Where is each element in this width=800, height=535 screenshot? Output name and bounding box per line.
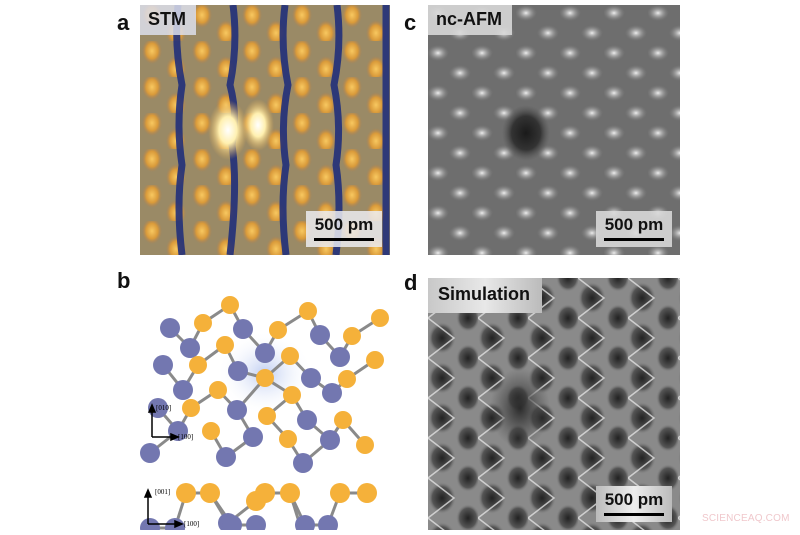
axis-arrows-top-view bbox=[147, 403, 180, 442]
crystal-structure-svg bbox=[140, 296, 389, 535]
panel-letter-c: c bbox=[404, 10, 417, 35]
panel-letter-d: d bbox=[404, 270, 418, 295]
stm-scale-bar: 500 pm bbox=[306, 211, 382, 247]
stm-image-panel: STM 500 pm bbox=[140, 5, 390, 255]
scale-bar-line bbox=[314, 238, 374, 241]
axis-label-001: [001] bbox=[155, 488, 171, 496]
axis-label-010: [010] bbox=[156, 404, 172, 412]
scale-bar-line bbox=[604, 238, 664, 241]
simulation-image-panel: Simulation 500 pm bbox=[428, 278, 680, 530]
nc-afm-label: nc-AFM bbox=[428, 5, 512, 35]
nc-afm-scale-bar: 500 pm bbox=[596, 211, 672, 247]
crystal-structure-diagram: [010] [100] [001] [100] bbox=[140, 275, 410, 535]
simulation-scale-bar: 500 pm bbox=[596, 486, 672, 522]
scale-bar-label: 500 pm bbox=[604, 215, 664, 234]
panel-letter-b: b bbox=[117, 268, 131, 293]
scale-bar-line bbox=[604, 513, 664, 516]
axis-label-100-side: [100] bbox=[184, 520, 200, 528]
watermark: SCIENCEAQ.COM bbox=[702, 513, 790, 524]
panel-letter-a: a bbox=[117, 10, 130, 35]
nc-afm-image bbox=[428, 5, 680, 255]
stm-label: STM bbox=[140, 5, 196, 35]
axis-label-100-top: [100] bbox=[178, 433, 194, 441]
axis-arrows-side-view bbox=[143, 488, 184, 529]
scale-bar-label: 500 pm bbox=[604, 490, 664, 509]
scale-bar-label: 500 pm bbox=[314, 215, 374, 234]
simulation-label: Simulation bbox=[428, 278, 543, 313]
nc-afm-image-panel: nc-AFM 500 pm bbox=[428, 5, 680, 255]
